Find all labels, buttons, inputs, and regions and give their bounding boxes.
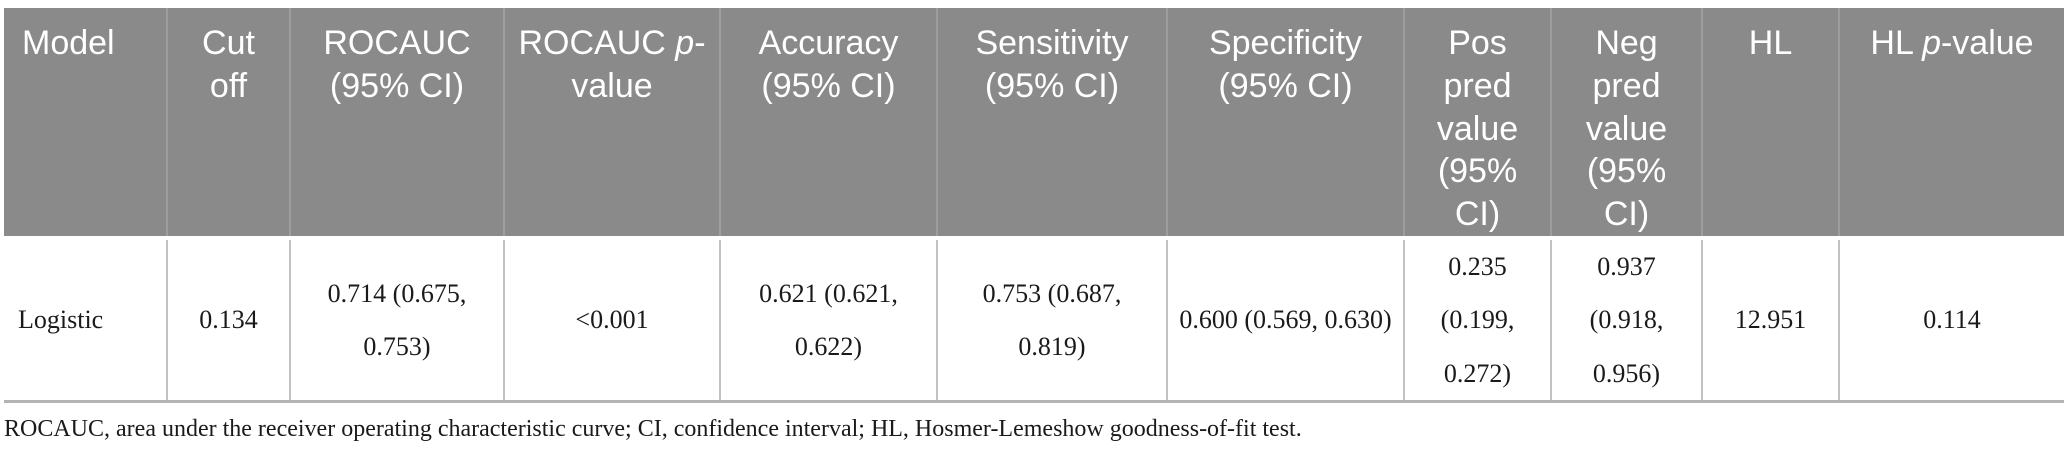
col-header-hl-pvalue-post: -value [1940,24,2034,62]
col-header-hl-label: HL [1748,24,1793,62]
col-header-cutoff-label: Cut off [202,24,255,105]
table-footnote: ROCAUC, area under the receiver operatin… [4,416,1302,443]
cell-pos-pred-value: 0.235 (0.199, 0.272) [1403,238,1551,404]
col-header-neg-pred-value: Neg pred value (95% CI) [1550,8,1702,241]
table-container: Model Cut off ROCAUC (95% CI) ROCAUC p-v… [4,8,2064,443]
col-header-rocauc-label: ROCAUC (95% CI) [323,24,471,105]
col-header-sensitivity: Sensitivity (95% CI) [936,8,1167,241]
col-header-sensitivity-label: Sensitivity (95% CI) [975,24,1129,105]
cell-rocauc: 0.714 (0.675, 0.753) [289,238,504,404]
cell-cutoff: 0.134 [166,238,290,404]
cell-specificity: 0.600 (0.569, 0.630) [1166,238,1404,404]
col-header-specificity: Specificity (95% CI) [1166,8,1404,241]
col-header-rocauc-pvalue-post: -value [571,24,706,105]
col-header-model: Model [4,8,167,241]
col-header-hl-pvalue: HL p-value [1838,8,2064,241]
col-header-hl-pvalue-pre: HL [1870,24,1913,62]
model-performance-table: Model Cut off ROCAUC (95% CI) ROCAUC p-v… [4,8,2064,404]
cell-sensitivity: 0.753 (0.687, 0.819) [936,238,1167,404]
col-header-model-label: Model [22,24,115,62]
table-header-row: Model Cut off ROCAUC (95% CI) ROCAUC p-v… [4,8,2064,241]
col-header-accuracy: Accuracy (95% CI) [719,8,937,241]
table-row-logistic: Logistic 0.134 0.714 (0.675, 0.753) <0.0… [4,238,2064,404]
cell-neg-pred-value: 0.937 (0.918, 0.956) [1550,238,1702,404]
col-header-hl-pvalue-p: p [1922,24,1941,62]
col-header-rocauc: ROCAUC (95% CI) [289,8,504,241]
col-header-hl: HL [1701,8,1839,241]
cell-hl: 12.951 [1701,238,1839,404]
col-header-rocauc-pvalue-p: p [675,24,695,62]
col-header-cutoff: Cut off [166,8,290,241]
col-header-neg-pred-value-label: Neg pred value (95% CI) [1585,24,1668,234]
col-header-rocauc-pvalue-pre: ROCAUC [518,24,666,62]
col-header-rocauc-pvalue: ROCAUC p-value [503,8,720,241]
col-header-pos-pred-value-label: Pos pred value (95% CI) [1436,24,1519,234]
cell-rocauc-pvalue: <0.001 [503,238,720,404]
cell-accuracy: 0.621 (0.621, 0.622) [719,238,937,404]
col-header-accuracy-label: Accuracy (95% CI) [758,24,899,105]
cell-hl-pvalue: 0.114 [1838,238,2064,404]
cell-model: Logistic [4,238,167,404]
col-header-specificity-label: Specificity (95% CI) [1208,24,1363,105]
col-header-pos-pred-value: Pos pred value (95% CI) [1403,8,1551,241]
